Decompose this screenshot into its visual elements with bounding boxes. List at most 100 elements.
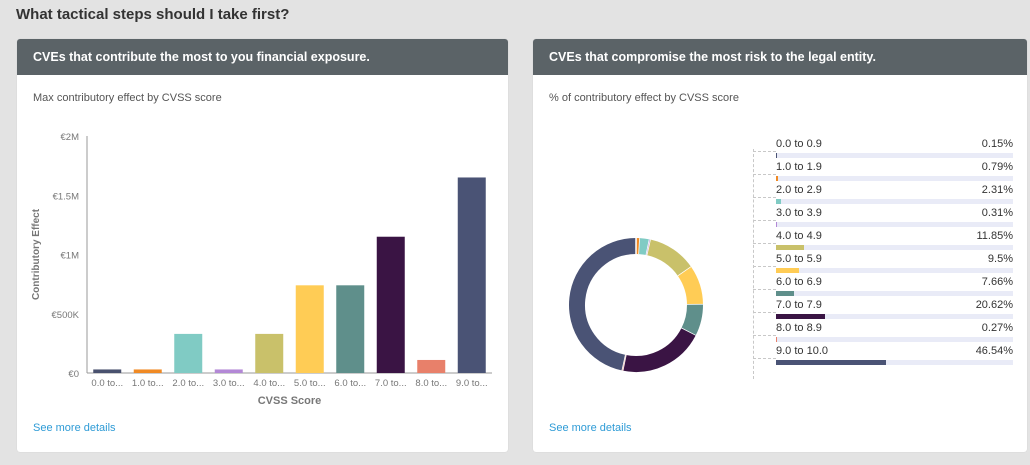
legend-bar-fill bbox=[776, 291, 795, 296]
legend-value: 11.85% bbox=[976, 230, 1014, 242]
x-tick-label: 9.0 to... bbox=[456, 378, 488, 389]
y-tick-label: €1.5M bbox=[53, 191, 79, 202]
legend-item[interactable]: 6.0 to 6.9 7.66% bbox=[753, 276, 1013, 299]
legend-value: 0.31% bbox=[981, 207, 1013, 219]
donut-slice[interactable] bbox=[681, 304, 703, 336]
legal-entity-risk-card-header: CVEs that compromise the most risk to th… bbox=[533, 39, 1027, 75]
legend-label: 5.0 to 5.9 bbox=[776, 253, 822, 265]
donut-slice[interactable] bbox=[569, 238, 637, 371]
legend-bar-fill bbox=[776, 176, 778, 181]
legend-label: 7.0 to 7.9 bbox=[776, 299, 822, 311]
legend-value: 0.79% bbox=[981, 161, 1013, 173]
legend-bar-fill bbox=[776, 268, 799, 273]
legend-label: 9.0 to 10.0 bbox=[776, 345, 828, 357]
legend-bar-track bbox=[776, 314, 1013, 319]
legend-bar-track bbox=[776, 176, 1013, 181]
donut-slice[interactable] bbox=[646, 239, 692, 277]
donut-slice-separator bbox=[646, 239, 652, 256]
x-tick-label: 1.0 to... bbox=[132, 378, 164, 389]
x-axis-label: CVSS Score bbox=[258, 395, 322, 407]
see-more-details-link-left[interactable]: See more details bbox=[33, 422, 116, 434]
legend-value: 0.15% bbox=[981, 138, 1013, 150]
legend-label: 6.0 to 6.9 bbox=[776, 276, 822, 288]
bar[interactable] bbox=[376, 236, 405, 373]
legend-label: 2.0 to 2.9 bbox=[776, 184, 822, 196]
see-more-details-link-right[interactable]: See more details bbox=[549, 422, 632, 434]
donut-slice[interactable] bbox=[677, 267, 703, 306]
legend-value: 2.31% bbox=[981, 184, 1013, 196]
y-axis-label: Contributory Effect bbox=[31, 208, 42, 300]
legend-item[interactable]: 4.0 to 4.9 11.85% bbox=[753, 230, 1013, 253]
legend-bar-fill bbox=[776, 245, 805, 250]
legend-value: 7.66% bbox=[981, 276, 1013, 288]
legend-label: 0.0 to 0.9 bbox=[776, 138, 822, 150]
legend-value: 20.62% bbox=[975, 299, 1013, 311]
legend-label: 3.0 to 3.9 bbox=[776, 207, 822, 219]
donut-legend: 0.0 to 0.9 0.15% 1.0 to 1.9 0.79% 2.0 to 2.9… bbox=[753, 138, 1013, 368]
legend-value: 9.5% bbox=[987, 253, 1013, 265]
legend-item[interactable]: 1.0 to 1.9 0.79% bbox=[753, 161, 1013, 184]
legend-connector-line bbox=[753, 149, 754, 379]
legend-value: 46.54% bbox=[975, 345, 1013, 357]
legend-bar-track bbox=[776, 245, 1013, 250]
legend-connector bbox=[753, 220, 776, 232]
y-tick-label: €500K bbox=[52, 310, 80, 321]
legend-item[interactable]: 8.0 to 8.9 0.27% bbox=[753, 322, 1013, 345]
donut-slice[interactable] bbox=[622, 328, 696, 372]
x-tick-label: 8.0 to... bbox=[415, 378, 447, 389]
x-tick-label: 6.0 to... bbox=[334, 378, 366, 389]
legend-connector bbox=[753, 358, 776, 370]
donut-chart bbox=[569, 237, 704, 372]
x-tick-label: 3.0 to... bbox=[213, 378, 245, 389]
legend-label: 4.0 to 4.9 bbox=[776, 230, 822, 242]
legend-connector bbox=[753, 243, 776, 255]
y-tick-label: €0 bbox=[68, 369, 79, 380]
bar-chart-subtitle: Max contributory effect by CVSS score bbox=[33, 92, 222, 104]
bar[interactable] bbox=[174, 333, 203, 373]
legend-label: 8.0 to 8.9 bbox=[776, 322, 822, 334]
legend-connector bbox=[753, 197, 776, 209]
legend-connector bbox=[753, 174, 776, 186]
legal-entity-risk-card: CVEs that compromise the most risk to th… bbox=[533, 39, 1027, 452]
legend-bar-fill bbox=[776, 337, 778, 342]
bar-chart: €0 €500K €1M €1.5M €2M Contributory Effect 0.0… bbox=[31, 132, 492, 407]
legend-item[interactable]: 9.0 to 10.0 46.54% bbox=[753, 345, 1013, 368]
legend-label: 1.0 to 1.9 bbox=[776, 161, 822, 173]
legend-bar-fill bbox=[776, 199, 782, 204]
legend-connector bbox=[753, 312, 776, 324]
legend-bar-track bbox=[776, 268, 1013, 273]
legend-connector bbox=[753, 335, 776, 347]
bar[interactable] bbox=[457, 177, 486, 373]
financial-exposure-card-header: CVEs that contribute the most to you fin… bbox=[17, 39, 508, 75]
bar[interactable] bbox=[336, 285, 365, 373]
y-tick-label: €1M bbox=[61, 251, 80, 262]
legend-bar-track bbox=[776, 222, 1013, 227]
financial-exposure-card: CVEs that contribute the most to you fin… bbox=[17, 39, 508, 452]
legend-connector bbox=[753, 151, 776, 163]
legend-item[interactable]: 5.0 to 5.9 9.5% bbox=[753, 253, 1013, 276]
legend-connector bbox=[753, 289, 776, 301]
x-tick-label: 7.0 to... bbox=[375, 378, 407, 389]
legend-item[interactable]: 7.0 to 7.9 20.62% bbox=[753, 299, 1013, 322]
legend-bar-track bbox=[776, 199, 1013, 204]
bar[interactable] bbox=[93, 369, 122, 373]
legend-bar-fill bbox=[776, 360, 887, 365]
donut-slice[interactable] bbox=[638, 238, 650, 256]
legend-bar-track bbox=[776, 360, 1013, 365]
donut-chart-subtitle: % of contributory effect by CVSS score bbox=[549, 92, 739, 104]
legend-bar-fill bbox=[776, 314, 825, 319]
bar[interactable] bbox=[214, 369, 243, 373]
legend-item[interactable]: 2.0 to 2.9 2.31% bbox=[753, 184, 1013, 207]
bar[interactable] bbox=[255, 333, 284, 373]
bar[interactable] bbox=[417, 359, 446, 373]
x-tick-label: 0.0 to... bbox=[91, 378, 123, 389]
legend-value: 0.27% bbox=[981, 322, 1013, 334]
donut-slice-separator bbox=[638, 238, 641, 255]
legend-item[interactable]: 0.0 to 0.9 0.15% bbox=[753, 138, 1013, 161]
x-tick-label: 2.0 to... bbox=[172, 378, 204, 389]
legend-bar-fill bbox=[776, 222, 778, 227]
bar[interactable] bbox=[133, 369, 162, 373]
bar[interactable] bbox=[295, 285, 324, 373]
legend-bar-track bbox=[776, 291, 1013, 296]
legend-item[interactable]: 3.0 to 3.9 0.31% bbox=[753, 207, 1013, 230]
